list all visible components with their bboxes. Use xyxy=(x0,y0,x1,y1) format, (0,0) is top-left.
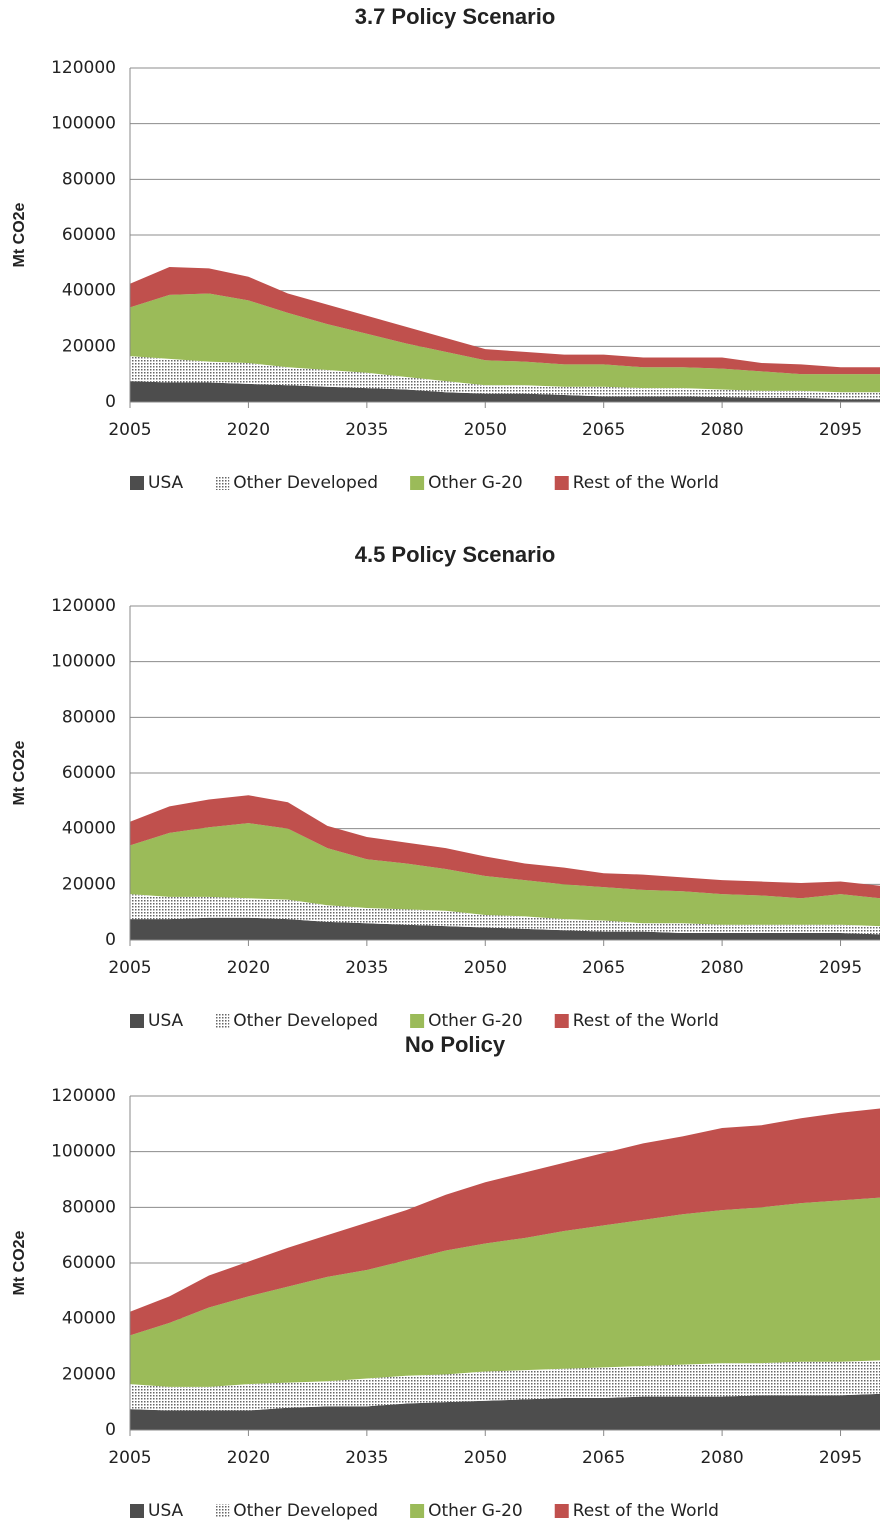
chart-title: No Policy xyxy=(405,1032,506,1057)
x-tick-label: 2080 xyxy=(700,958,743,978)
y-axis-label: Mt CO2e xyxy=(11,202,28,267)
y-tick-label: 20000 xyxy=(62,1364,116,1384)
area xyxy=(130,1197,880,1387)
legend-label: USA xyxy=(148,1011,184,1031)
legend-label: Other G-20 xyxy=(428,473,523,493)
y-tick-label: 20000 xyxy=(62,336,116,356)
x-tick-label: 2050 xyxy=(464,1448,507,1468)
y-tick-label: 60000 xyxy=(62,1253,116,1273)
x-tick-label: 2035 xyxy=(345,958,388,978)
x-tick-label: 2065 xyxy=(582,420,625,440)
area xyxy=(130,823,880,927)
legend-swatch xyxy=(554,476,569,490)
x-tick-label: 2005 xyxy=(108,420,151,440)
legend-label: Other G-20 xyxy=(428,1501,523,1520)
legend-label: Other Developed xyxy=(233,473,378,493)
y-tick-label: 120000 xyxy=(51,596,116,616)
area xyxy=(130,1360,880,1411)
x-tick-label: 2065 xyxy=(582,958,625,978)
legend-label: Rest of the World xyxy=(573,1501,719,1520)
x-tick-label: 2095 xyxy=(819,1448,862,1468)
y-tick-label: 20000 xyxy=(62,874,116,894)
legend-label: Other Developed xyxy=(233,1501,378,1520)
x-tick-label: 2080 xyxy=(700,420,743,440)
y-tick-label: 40000 xyxy=(62,819,116,839)
y-tick-label: 80000 xyxy=(62,169,116,189)
legend-label: Rest of the World xyxy=(573,1011,719,1031)
x-tick-label: 2035 xyxy=(345,1448,388,1468)
legend-swatch xyxy=(215,1504,230,1518)
x-tick-label: 2020 xyxy=(227,958,270,978)
y-tick-label: 60000 xyxy=(62,763,116,783)
legend-label: USA xyxy=(148,1501,184,1520)
area xyxy=(130,795,880,899)
y-tick-label: 80000 xyxy=(62,707,116,727)
y-tick-label: 40000 xyxy=(62,1309,116,1329)
area xyxy=(130,356,880,400)
x-tick-label: 2065 xyxy=(582,1448,625,1468)
legend-swatch xyxy=(215,1014,230,1028)
y-tick-label: 100000 xyxy=(51,652,116,672)
y-tick-label: 100000 xyxy=(51,1142,116,1162)
x-tick-label: 2020 xyxy=(227,1448,270,1468)
y-tick-label: 120000 xyxy=(51,58,116,78)
legend-swatch xyxy=(410,476,425,490)
y-tick-label: 0 xyxy=(105,1420,116,1440)
y-tick-label: 80000 xyxy=(62,1197,116,1217)
y-axis-label: Mt CO2e xyxy=(11,1230,28,1295)
legend-swatch xyxy=(130,1014,144,1028)
legend-swatch xyxy=(554,1504,569,1518)
y-tick-label: 0 xyxy=(105,930,116,950)
x-tick-label: 2095 xyxy=(819,420,862,440)
legend-swatch xyxy=(410,1014,425,1028)
x-tick-label: 2050 xyxy=(464,958,507,978)
legend-swatch xyxy=(130,476,144,490)
area xyxy=(130,894,880,935)
area xyxy=(130,267,880,375)
area xyxy=(130,917,880,940)
x-tick-label: 2095 xyxy=(819,958,862,978)
area xyxy=(130,293,880,393)
legend-swatch xyxy=(554,1014,569,1028)
x-tick-label: 2020 xyxy=(227,420,270,440)
x-tick-label: 2005 xyxy=(108,958,151,978)
area xyxy=(130,381,880,402)
y-tick-label: 60000 xyxy=(62,225,116,245)
y-tick-label: 40000 xyxy=(62,281,116,301)
area xyxy=(130,1108,880,1336)
y-tick-label: 120000 xyxy=(51,1086,116,1106)
y-axis-label: Mt CO2e xyxy=(11,740,28,805)
legend-swatch xyxy=(130,1504,144,1518)
y-tick-label: 0 xyxy=(105,392,116,412)
legend-swatch xyxy=(410,1504,425,1518)
chart-title: 3.7 Policy Scenario xyxy=(355,4,556,29)
legend-label: Rest of the World xyxy=(573,473,719,493)
area xyxy=(130,1393,880,1430)
x-tick-label: 2005 xyxy=(108,1448,151,1468)
x-tick-label: 2080 xyxy=(700,1448,743,1468)
legend-label: USA xyxy=(148,473,184,493)
legend-swatch xyxy=(215,476,230,490)
chart-title: 4.5 Policy Scenario xyxy=(355,542,556,567)
legend-label: Other G-20 xyxy=(428,1011,523,1031)
x-tick-label: 2035 xyxy=(345,420,388,440)
legend-label: Other Developed xyxy=(233,1011,378,1031)
y-tick-label: 100000 xyxy=(51,114,116,134)
x-tick-label: 2050 xyxy=(464,420,507,440)
